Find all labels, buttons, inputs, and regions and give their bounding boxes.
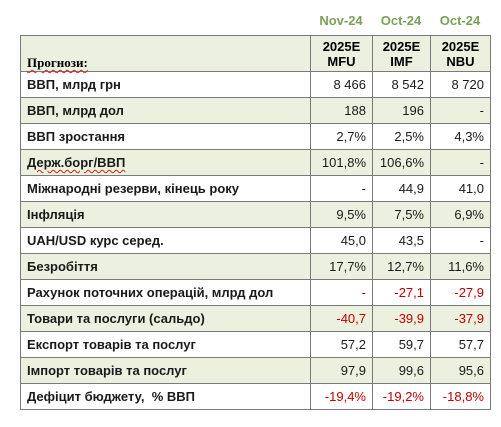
table-row: Безробіття 17,7% 12,7% 11,6%	[20, 253, 491, 280]
value-imf: -39,9	[372, 305, 431, 332]
row-label: Інфляція	[20, 201, 311, 228]
row-label: Дефіцит бюджету, % ВВП	[20, 383, 311, 410]
table-row: Держ.борг/ВВП 101,8% 106,6% -	[20, 149, 491, 176]
value-nbu: 8 720	[430, 71, 491, 98]
value-nbu: 11,6%	[430, 253, 491, 280]
table-header-row: Прогнози: 2025E MFU 2025E IMF 2025E NBU	[20, 35, 491, 72]
date-header-row: Nov-24 Oct-24 Oct-24	[310, 9, 490, 33]
col-source-imf: IMF	[390, 53, 413, 69]
table-row: Рахунок поточних операцій, млрд дол - -2…	[20, 279, 491, 306]
value-imf: 43,5	[372, 227, 431, 254]
value-nbu: 95,6	[430, 357, 491, 384]
row-label: ВВП зростання	[20, 123, 311, 150]
value-imf: 7,5%	[372, 201, 431, 228]
date-header-mfu: Nov-24	[319, 13, 363, 28]
value-mfu: 17,7%	[310, 253, 373, 280]
value-nbu: -27,9	[430, 279, 491, 306]
row-label: Імпорт товарів та послуг	[20, 357, 311, 384]
value-mfu: 97,9	[310, 357, 373, 384]
value-nbu: 6,9%	[430, 201, 491, 228]
value-nbu: -	[430, 227, 491, 254]
col-header-nbu: 2025E NBU	[430, 35, 491, 72]
col-header-imf: 2025E IMF	[372, 35, 431, 72]
row-label: UAH/USD курс серед.	[20, 227, 311, 254]
row-label: Товари та послуги (сальдо)	[20, 305, 311, 332]
date-header-imf: Oct-24	[380, 13, 422, 28]
value-mfu: 8 466	[310, 71, 373, 98]
row-label: Держ.борг/ВВП	[20, 149, 311, 176]
row-label: Безробіття	[20, 253, 311, 280]
table-row: Дефіцит бюджету, % ВВП -19,4% -19,2% -18…	[20, 383, 491, 410]
value-mfu: -19,4%	[310, 383, 373, 410]
value-mfu: 101,8%	[310, 149, 373, 176]
date-header-nbu: Oct-24	[439, 13, 481, 28]
value-nbu: -37,9	[430, 305, 491, 332]
col-source-nbu: NBU	[446, 53, 475, 69]
value-imf: 59,7	[372, 331, 431, 358]
table-row: Інфляція 9,5% 7,5% 6,9%	[20, 201, 491, 228]
value-mfu: 45,0	[310, 227, 373, 254]
value-nbu: -18,8%	[430, 383, 491, 410]
table-row: UAH/USD курс серед. 45,0 43,5 -	[20, 227, 491, 254]
forecast-table: Прогнози: 2025E MFU 2025E IMF 2025E NBU ВВП…	[20, 35, 491, 410]
table-title: Прогнози:	[20, 35, 311, 72]
value-imf: 196	[372, 97, 431, 124]
row-label: ВВП, млрд грн	[20, 71, 311, 98]
value-imf: 99,6	[372, 357, 431, 384]
value-nbu: -	[430, 149, 491, 176]
value-mfu: 2,7%	[310, 123, 373, 150]
value-nbu: 41,0	[430, 175, 491, 202]
value-nbu: 57,7	[430, 331, 491, 358]
row-label: Міжнародні резерви, кінець року	[20, 175, 311, 202]
value-imf: 106,6%	[372, 149, 431, 176]
table-row: ВВП зростання 2,7% 2,5% 4,3%	[20, 123, 491, 150]
value-imf: 44,9	[372, 175, 431, 202]
row-label: Експорт товарів та послуг	[20, 331, 311, 358]
value-imf: 2,5%	[372, 123, 431, 150]
col-year-nbu: 2025E	[441, 38, 480, 54]
value-mfu: 9,5%	[310, 201, 373, 228]
value-mfu: 188	[310, 97, 373, 124]
col-source-mfu: MFU	[327, 53, 356, 69]
table-row: ВВП, млрд грн 8 466 8 542 8 720	[20, 71, 491, 98]
value-mfu: 57,2	[310, 331, 373, 358]
table-row: Імпорт товарів та послуг 97,9 99,6 95,6	[20, 357, 491, 384]
value-nbu: -	[430, 97, 491, 124]
table-row: ВВП, млрд дол 188 196 -	[20, 97, 491, 124]
value-nbu: 4,3%	[430, 123, 491, 150]
row-label: Рахунок поточних операцій, млрд дол	[20, 279, 311, 306]
table-row: Міжнародні резерви, кінець року - 44,9 4…	[20, 175, 491, 202]
value-mfu: -	[310, 279, 373, 306]
row-label: ВВП, млрд дол	[20, 97, 311, 124]
col-year-imf: 2025E	[382, 38, 421, 54]
value-imf: -19,2%	[372, 383, 431, 410]
col-header-mfu: 2025E MFU	[310, 35, 373, 72]
table-row: Товари та послуги (сальдо) -40,7 -39,9 -…	[20, 305, 491, 332]
col-year-mfu: 2025E	[322, 38, 361, 54]
value-imf: -27,1	[372, 279, 431, 306]
value-mfu: -40,7	[310, 305, 373, 332]
table-row: Експорт товарів та послуг 57,2 59,7 57,7	[20, 331, 491, 358]
value-imf: 8 542	[372, 71, 431, 98]
value-imf: 12,7%	[372, 253, 431, 280]
value-mfu: -	[310, 175, 373, 202]
